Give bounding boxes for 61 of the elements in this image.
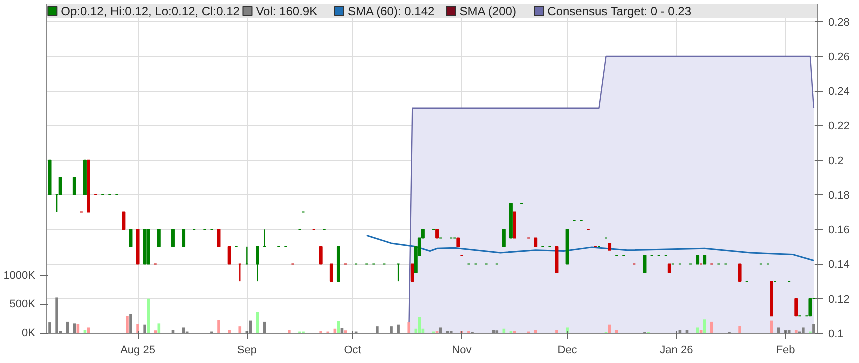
candlestick	[794, 298, 798, 317]
y-tick-label: 0.2	[828, 155, 844, 168]
bar	[288, 330, 291, 334]
y-tick-label: 0.18	[828, 190, 850, 202]
x-tick-label: Sep	[237, 344, 257, 356]
bar	[147, 298, 150, 334]
y2-tick-label: 0K	[22, 328, 36, 340]
y-tick-label: 0.26	[828, 51, 850, 64]
bar	[566, 328, 569, 334]
bar	[158, 324, 161, 334]
candlestick	[182, 229, 186, 248]
x-tick-label: Feb	[776, 344, 796, 356]
bar	[228, 330, 231, 334]
candlestick	[157, 229, 161, 248]
legend-label: Vol: 160.9K	[256, 4, 318, 18]
y2-tick-label: 1000K	[4, 270, 36, 282]
candlestick	[122, 212, 126, 230]
candlestick	[228, 246, 232, 265]
legend-label: SMA (60): 0.142	[348, 4, 435, 18]
y-tick-label: 0.14	[828, 259, 850, 272]
candlestick	[256, 246, 260, 282]
legend-label: Op:0.12, Hi:0.12, Lo:0.12, Cl:0.12	[61, 4, 240, 18]
candlestick	[217, 229, 221, 248]
candlestick	[330, 264, 334, 282]
bar	[126, 316, 129, 334]
bar	[703, 320, 706, 334]
candlestick	[58, 177, 62, 196]
x-tick-label: Nov	[452, 344, 472, 356]
candlestick	[738, 264, 742, 282]
y-tick-label: 0.16	[828, 224, 850, 237]
line-series	[366, 234, 815, 262]
bar	[710, 322, 714, 334]
y-tick-label: 0.24	[828, 86, 850, 98]
y-tick-label: 0.28	[828, 16, 850, 29]
legend-label: Consensus Target: 0 - 0.23	[548, 4, 692, 18]
x-tick-label: Oct	[344, 344, 362, 356]
bar	[218, 320, 220, 334]
bar	[738, 326, 742, 334]
candlestick	[72, 177, 76, 196]
candlestick	[502, 229, 506, 248]
bar	[154, 330, 158, 334]
x-tick-label: Jan 26	[660, 344, 694, 356]
bar	[136, 324, 140, 334]
legend-label: SMA (200)	[460, 4, 516, 18]
bar	[556, 330, 558, 334]
candlestick	[172, 229, 175, 248]
y-tick-label: 0.22	[828, 120, 850, 133]
candlestick	[808, 298, 812, 317]
x-tick-label: Aug 25	[120, 344, 156, 356]
x-tick-label: Dec	[558, 344, 578, 356]
bar	[408, 322, 411, 334]
y-tick-label: 0.1	[828, 328, 844, 340]
bar	[794, 330, 798, 334]
candlestick	[643, 255, 647, 274]
y-tick-label: 0.12	[828, 294, 850, 306]
candlestick	[410, 264, 414, 282]
candlestick	[319, 246, 323, 265]
y2-tick-label: 500K	[10, 298, 36, 311]
bar	[534, 330, 538, 334]
bar	[238, 326, 242, 334]
candlestick	[129, 229, 133, 248]
